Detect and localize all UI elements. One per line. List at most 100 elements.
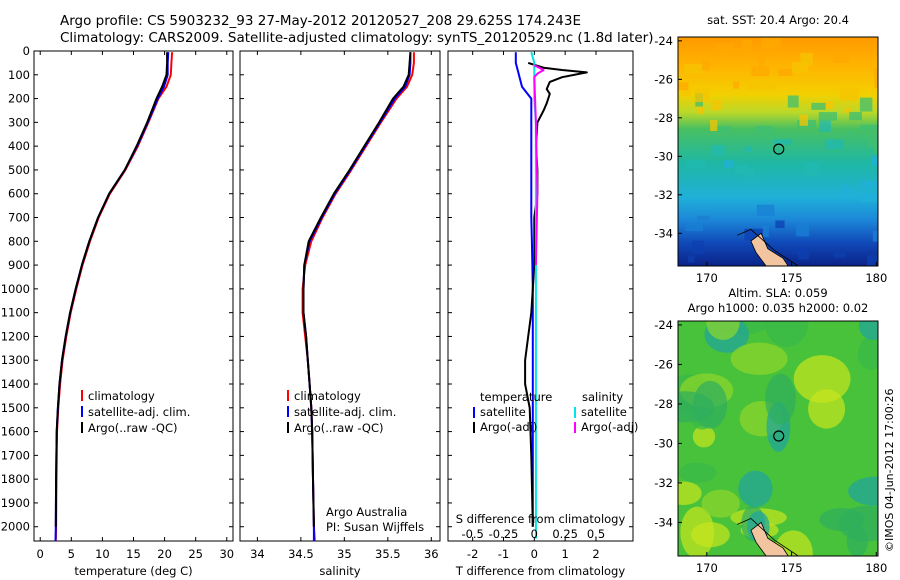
sst-cell <box>841 185 851 198</box>
sla-blob <box>678 481 702 506</box>
sst-cell <box>761 37 781 48</box>
sst-cell <box>766 78 775 89</box>
difference-xlabel: T difference from climatology <box>455 564 626 578</box>
sst-cell <box>685 223 703 232</box>
lon-tick-label: 175 <box>781 271 803 285</box>
sla-blob <box>764 321 809 348</box>
salinity-frame <box>239 50 441 542</box>
x-tick-label: 10 <box>95 547 110 561</box>
lon-tick-label: 175 <box>781 561 803 575</box>
difference-series-1 <box>524 61 588 527</box>
y-tick-label: 1900 <box>1 496 30 510</box>
sla-map: -24 -26 -28 -30 -32 -34 170 175 180 Altim. SLA: 0… <box>654 286 887 575</box>
sst-cell <box>791 62 809 73</box>
sst-cell <box>871 156 878 167</box>
sst-cell <box>868 138 878 147</box>
sst-cell <box>859 97 873 112</box>
legend-label: climatology <box>294 389 361 403</box>
sst-cell <box>833 252 846 258</box>
lat-tick-label: -32 <box>654 476 673 490</box>
lat-tick-label: -24 <box>654 34 673 48</box>
sst-cell <box>811 102 826 110</box>
salinity-series-2 <box>302 52 412 527</box>
x-tick-label: 0 <box>531 547 538 561</box>
sst-cell <box>685 159 706 169</box>
x-tick-label: 36 <box>424 547 439 561</box>
sla-blob <box>691 522 730 548</box>
y-tick-label: 600 <box>8 187 30 201</box>
y-tick-label: 0 <box>23 44 30 58</box>
y-tick-label: 2000 <box>1 520 30 534</box>
lat-tick-label: -32 <box>654 188 673 202</box>
temperature-panel: 0100200300400500600700800900100011001200… <box>1 44 234 578</box>
x-tick-label-S: 0.25 <box>552 527 578 541</box>
x-tick-label: 20 <box>157 547 172 561</box>
y-tick-label: 500 <box>8 163 30 177</box>
sst-cell <box>819 120 831 132</box>
sst-cell <box>755 125 773 135</box>
salinity-panel: 34 34.5 35 35.5 36 salinity climatology satelli… <box>239 50 441 578</box>
lon-tick-label: 180 <box>865 271 887 285</box>
sst-cell <box>873 68 878 77</box>
sla-blob <box>738 470 773 508</box>
sst-cell <box>825 139 844 149</box>
sst-cell <box>833 53 849 64</box>
sst-cell <box>861 180 878 190</box>
sst-cell <box>684 64 704 74</box>
sst-cell <box>711 145 725 156</box>
difference-series-3 <box>533 64 545 266</box>
sst-cell <box>694 88 710 103</box>
sst-cell <box>751 66 770 77</box>
salinity-series-1 <box>302 52 412 541</box>
x-tick-label-S: -0.25 <box>489 527 519 541</box>
sst-cell <box>874 76 878 88</box>
sla-blob <box>857 337 878 370</box>
y-tick-label: 900 <box>8 258 30 272</box>
sla-map-field <box>678 321 878 556</box>
x-tick-label: 0 <box>37 547 44 561</box>
y-tick-label: 200 <box>8 92 30 106</box>
sst-cell <box>818 112 838 121</box>
legend-label: Argo(..raw -QC) <box>294 421 384 435</box>
salinity-xlabel: salinity <box>319 564 360 578</box>
sst-map-title: sat. SST: 20.4 Argo: 20.4 <box>707 13 849 27</box>
sla-blob <box>692 425 716 448</box>
sst-cell <box>761 225 769 237</box>
y-tick-label: 1000 <box>1 282 30 296</box>
sst-map: -24 -26 -28 -30 -32 -34 170 175 180 sat. SST: 20.… <box>654 13 887 285</box>
sla-blob <box>693 380 728 429</box>
y-tick-label: 100 <box>8 68 30 82</box>
legend-label: climatology <box>88 389 155 403</box>
land <box>750 232 789 266</box>
sla-blob <box>848 476 878 506</box>
lat-tick-label: -26 <box>654 357 673 371</box>
argo-position-marker <box>773 143 785 155</box>
sla-blob <box>858 321 878 340</box>
x-tick-label: 35.5 <box>375 547 401 561</box>
x-tick-label: 5 <box>68 547 75 561</box>
sst-cell <box>744 146 752 153</box>
sst-cell <box>678 82 689 90</box>
sst-map-field <box>678 37 878 266</box>
legend-label: satellite-adj. clim. <box>88 405 190 419</box>
temperature-series-2 <box>54 52 169 527</box>
legend-label: temperature <box>480 390 552 404</box>
sst-cell <box>744 228 764 241</box>
sla-map-title-1: Altim. SLA: 0.059 <box>728 286 827 300</box>
lat-tick-label: -24 <box>654 318 673 332</box>
temperature-xlabel: temperature (deg C) <box>74 564 192 578</box>
coastline <box>737 228 799 266</box>
y-tick-label: 700 <box>8 211 30 225</box>
difference-series-0 <box>514 52 534 527</box>
sla-blob <box>730 342 788 375</box>
temperature-series-1 <box>54 52 170 542</box>
sst-cell <box>696 106 705 114</box>
lat-tick-label: -34 <box>654 226 673 240</box>
legend-label: satellite <box>480 405 526 419</box>
lon-tick-label: 170 <box>696 561 718 575</box>
lon-tick-label: 170 <box>696 271 718 285</box>
sla-blob <box>765 373 796 425</box>
sst-cell <box>860 124 878 131</box>
legend-label: satellite-adj. clim. <box>294 405 396 419</box>
